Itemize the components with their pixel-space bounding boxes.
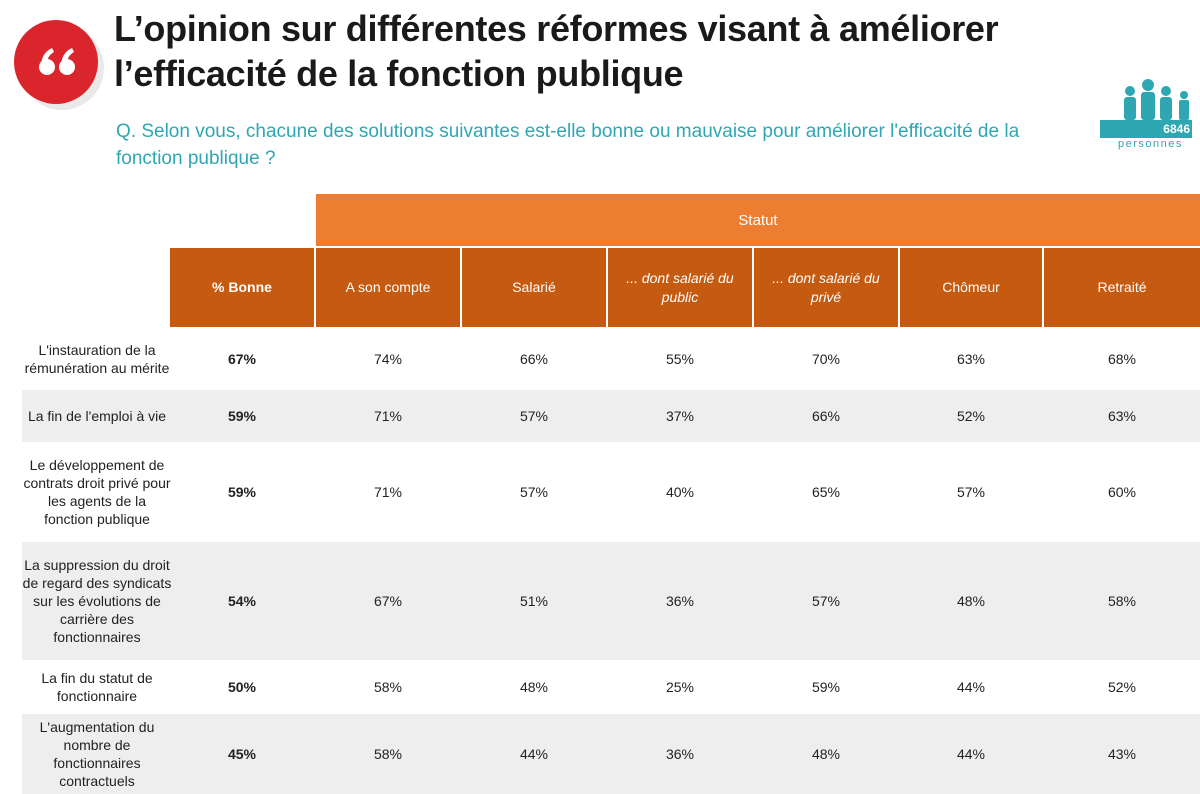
value-cell: 37% [665,408,695,424]
row-background [22,714,1200,794]
column-header: Salarié [462,248,606,327]
sample-size-badge: 6846 personnes [1100,78,1196,152]
value-cell: 52% [1107,679,1137,695]
value-cell: 59% [811,679,841,695]
value-cell: 44% [519,746,549,762]
table-row: Le développement de contrats droit privé… [0,444,1200,540]
table-row: L'instauration de la rémunération au mér… [0,330,1200,388]
row-label: L'augmentation du nombre de fonctionnair… [39,719,155,789]
value-cell: 57% [519,408,549,424]
value-cell: 58% [373,746,403,762]
quote-icon [39,48,75,75]
value-cell-bonne: 59% [227,408,257,424]
table-row: La suppression du droit de regard des sy… [0,542,1200,660]
value-cell: 25% [665,679,695,695]
value-cell: 48% [519,679,549,695]
value-cell: 44% [956,746,986,762]
value-cell-bonne: 45% [227,746,257,762]
column-header: Chômeur [900,248,1042,327]
group-header-statut: Statut [316,194,1200,246]
value-cell: 71% [373,408,403,424]
column-header: Retraité [1044,248,1200,327]
value-cell: 67% [373,593,403,609]
value-cell: 57% [956,484,986,500]
row-label: Le développement de contrats droit privé… [23,457,171,527]
value-cell: 36% [665,593,695,609]
column-header: ... dont salarié du privé [754,248,898,327]
value-cell: 51% [519,593,549,609]
value-cell-bonne: 54% [227,593,257,609]
value-cell: 74% [373,351,403,367]
people-icon [1124,79,1189,120]
value-cell-bonne: 67% [227,351,257,367]
value-cell: 71% [373,484,403,500]
value-cell: 55% [665,351,695,367]
value-cell: 60% [1107,484,1137,500]
row-label: La fin de l'emploi à vie [27,408,167,424]
value-cell: 58% [373,679,403,695]
table-row: La fin du statut de fonctionnaire 50% 58% 4… [0,662,1200,712]
question-text: Q. Selon vous, chacune des solutions sui… [116,121,1020,169]
table-row: L'augmentation du nombre de fonctionnair… [0,714,1200,794]
sample-count: 6846 [1163,122,1190,136]
column-header: % Bonne [170,248,314,327]
column-header: A son compte [316,248,460,327]
value-cell: 48% [811,746,841,762]
value-cell: 70% [811,351,841,367]
value-cell-bonne: 50% [227,679,257,695]
value-cell: 58% [1107,593,1137,609]
value-cell: 36% [665,746,695,762]
column-header: ... dont salarié du public [608,248,752,327]
table-row: La fin de l'emploi à vie 59% 71% 57% 37% 66% 5… [0,390,1200,442]
row-background [22,390,1200,442]
row-label: La suppression du droit de regard des sy… [22,557,172,645]
sample-bar [1100,120,1192,138]
page-title: L’opinion sur différentes réformes visan… [114,8,999,94]
value-cell-bonne: 59% [227,484,257,500]
quote-badge [14,20,98,104]
value-cell: 43% [1107,746,1137,762]
row-label: L'instauration de la rémunération au mér… [24,342,170,376]
value-cell: 52% [956,408,986,424]
value-cell: 57% [519,484,549,500]
value-cell: 63% [956,351,986,367]
value-cell: 68% [1107,351,1137,367]
sample-unit: personnes [1118,138,1183,150]
value-cell: 66% [519,351,549,367]
value-cell: 48% [956,593,986,609]
row-label: La fin du statut de fonctionnaire [41,670,153,704]
value-cell: 57% [811,593,841,609]
row-background [22,542,1200,660]
value-cell: 63% [1107,408,1137,424]
value-cell: 44% [956,679,986,695]
value-cell: 40% [665,484,695,500]
value-cell: 65% [811,484,841,500]
value-cell: 66% [811,408,841,424]
